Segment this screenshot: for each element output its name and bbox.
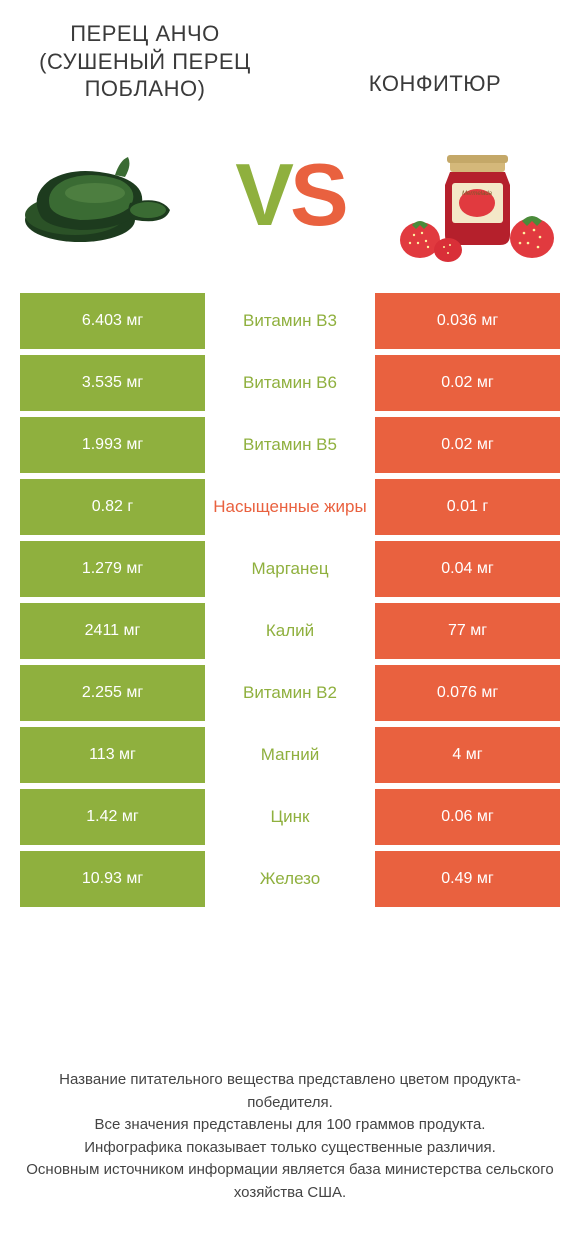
footer-line-2: Все значения представлены для 100 граммо… [20, 1114, 560, 1137]
value-right: 77 мг [375, 603, 560, 659]
vs-v: V [235, 151, 290, 239]
nutrition-row: 6.403 мгВитамин B30.036 мг [20, 293, 560, 349]
value-left: 3.535 мг [20, 355, 205, 411]
nutrient-name: Витамин B2 [205, 665, 375, 721]
nutrient-name: Калий [205, 603, 375, 659]
nutrient-name: Цинк [205, 789, 375, 845]
title-left: ПЕРЕЦ АНЧО (СУШЕНЫЙ ПЕРЕЦ ПОБЛАНО) [30, 20, 260, 103]
pepper-icon [20, 125, 190, 265]
value-left: 10.93 мг [20, 851, 205, 907]
footer-line-4: Основным источником информации является … [20, 1159, 560, 1204]
nutrient-name: Насыщенные жиры [205, 479, 375, 535]
value-right: 0.036 мг [375, 293, 560, 349]
nutrition-row: 3.535 мгВитамин B60.02 мг [20, 355, 560, 411]
value-left: 1.993 мг [20, 417, 205, 473]
vs-label: VS [235, 151, 344, 239]
right-image: Mermelada [390, 125, 560, 265]
nutrient-name: Магний [205, 727, 375, 783]
footer-line-3: Инфографика показывает только существенн… [20, 1137, 560, 1160]
value-left: 1.279 мг [20, 541, 205, 597]
value-right: 0.06 мг [375, 789, 560, 845]
footer: Название питательного вещества представл… [20, 1069, 560, 1204]
nutrition-row: 1.42 мгЦинк0.06 мг [20, 789, 560, 845]
value-right: 0.076 мг [375, 665, 560, 721]
value-right: 0.49 мг [375, 851, 560, 907]
value-left: 113 мг [20, 727, 205, 783]
nutrition-row: 2411 мгКалий77 мг [20, 603, 560, 659]
value-left: 2.255 мг [20, 665, 205, 721]
value-left: 2411 мг [20, 603, 205, 659]
nutrient-name: Железо [205, 851, 375, 907]
nutrition-row: 0.82 гНасыщенные жиры0.01 г [20, 479, 560, 535]
value-left: 1.42 мг [20, 789, 205, 845]
title-right: КОНФИТЮР [320, 71, 550, 103]
images-row: VS Mermelada [0, 113, 580, 293]
nutrition-table: 6.403 мгВитамин B30.036 мг3.535 мгВитами… [0, 293, 580, 907]
value-left: 0.82 г [20, 479, 205, 535]
nutrition-row: 1.279 мгМарганец0.04 мг [20, 541, 560, 597]
nutrient-name: Марганец [205, 541, 375, 597]
nutrient-name: Витамин B5 [205, 417, 375, 473]
nutrition-row: 2.255 мгВитамин B20.076 мг [20, 665, 560, 721]
value-left: 6.403 мг [20, 293, 205, 349]
value-right: 0.02 мг [375, 417, 560, 473]
jam-icon: Mermelada [390, 125, 560, 265]
footer-line-1: Название питательного вещества представл… [20, 1069, 560, 1114]
nutrition-row: 113 мгМагний4 мг [20, 727, 560, 783]
value-right: 0.04 мг [375, 541, 560, 597]
nutrition-row: 10.93 мгЖелезо0.49 мг [20, 851, 560, 907]
svg-text:Mermelada: Mermelada [462, 191, 493, 197]
value-right: 0.01 г [375, 479, 560, 535]
nutrition-row: 1.993 мгВитамин B50.02 мг [20, 417, 560, 473]
value-right: 0.02 мг [375, 355, 560, 411]
nutrient-name: Витамин B6 [205, 355, 375, 411]
vs-s: S [290, 151, 345, 239]
value-right: 4 мг [375, 727, 560, 783]
nutrient-name: Витамин B3 [205, 293, 375, 349]
left-image [20, 125, 190, 265]
header: ПЕРЕЦ АНЧО (СУШЕНЫЙ ПЕРЕЦ ПОБЛАНО) КОНФИ… [0, 0, 580, 113]
